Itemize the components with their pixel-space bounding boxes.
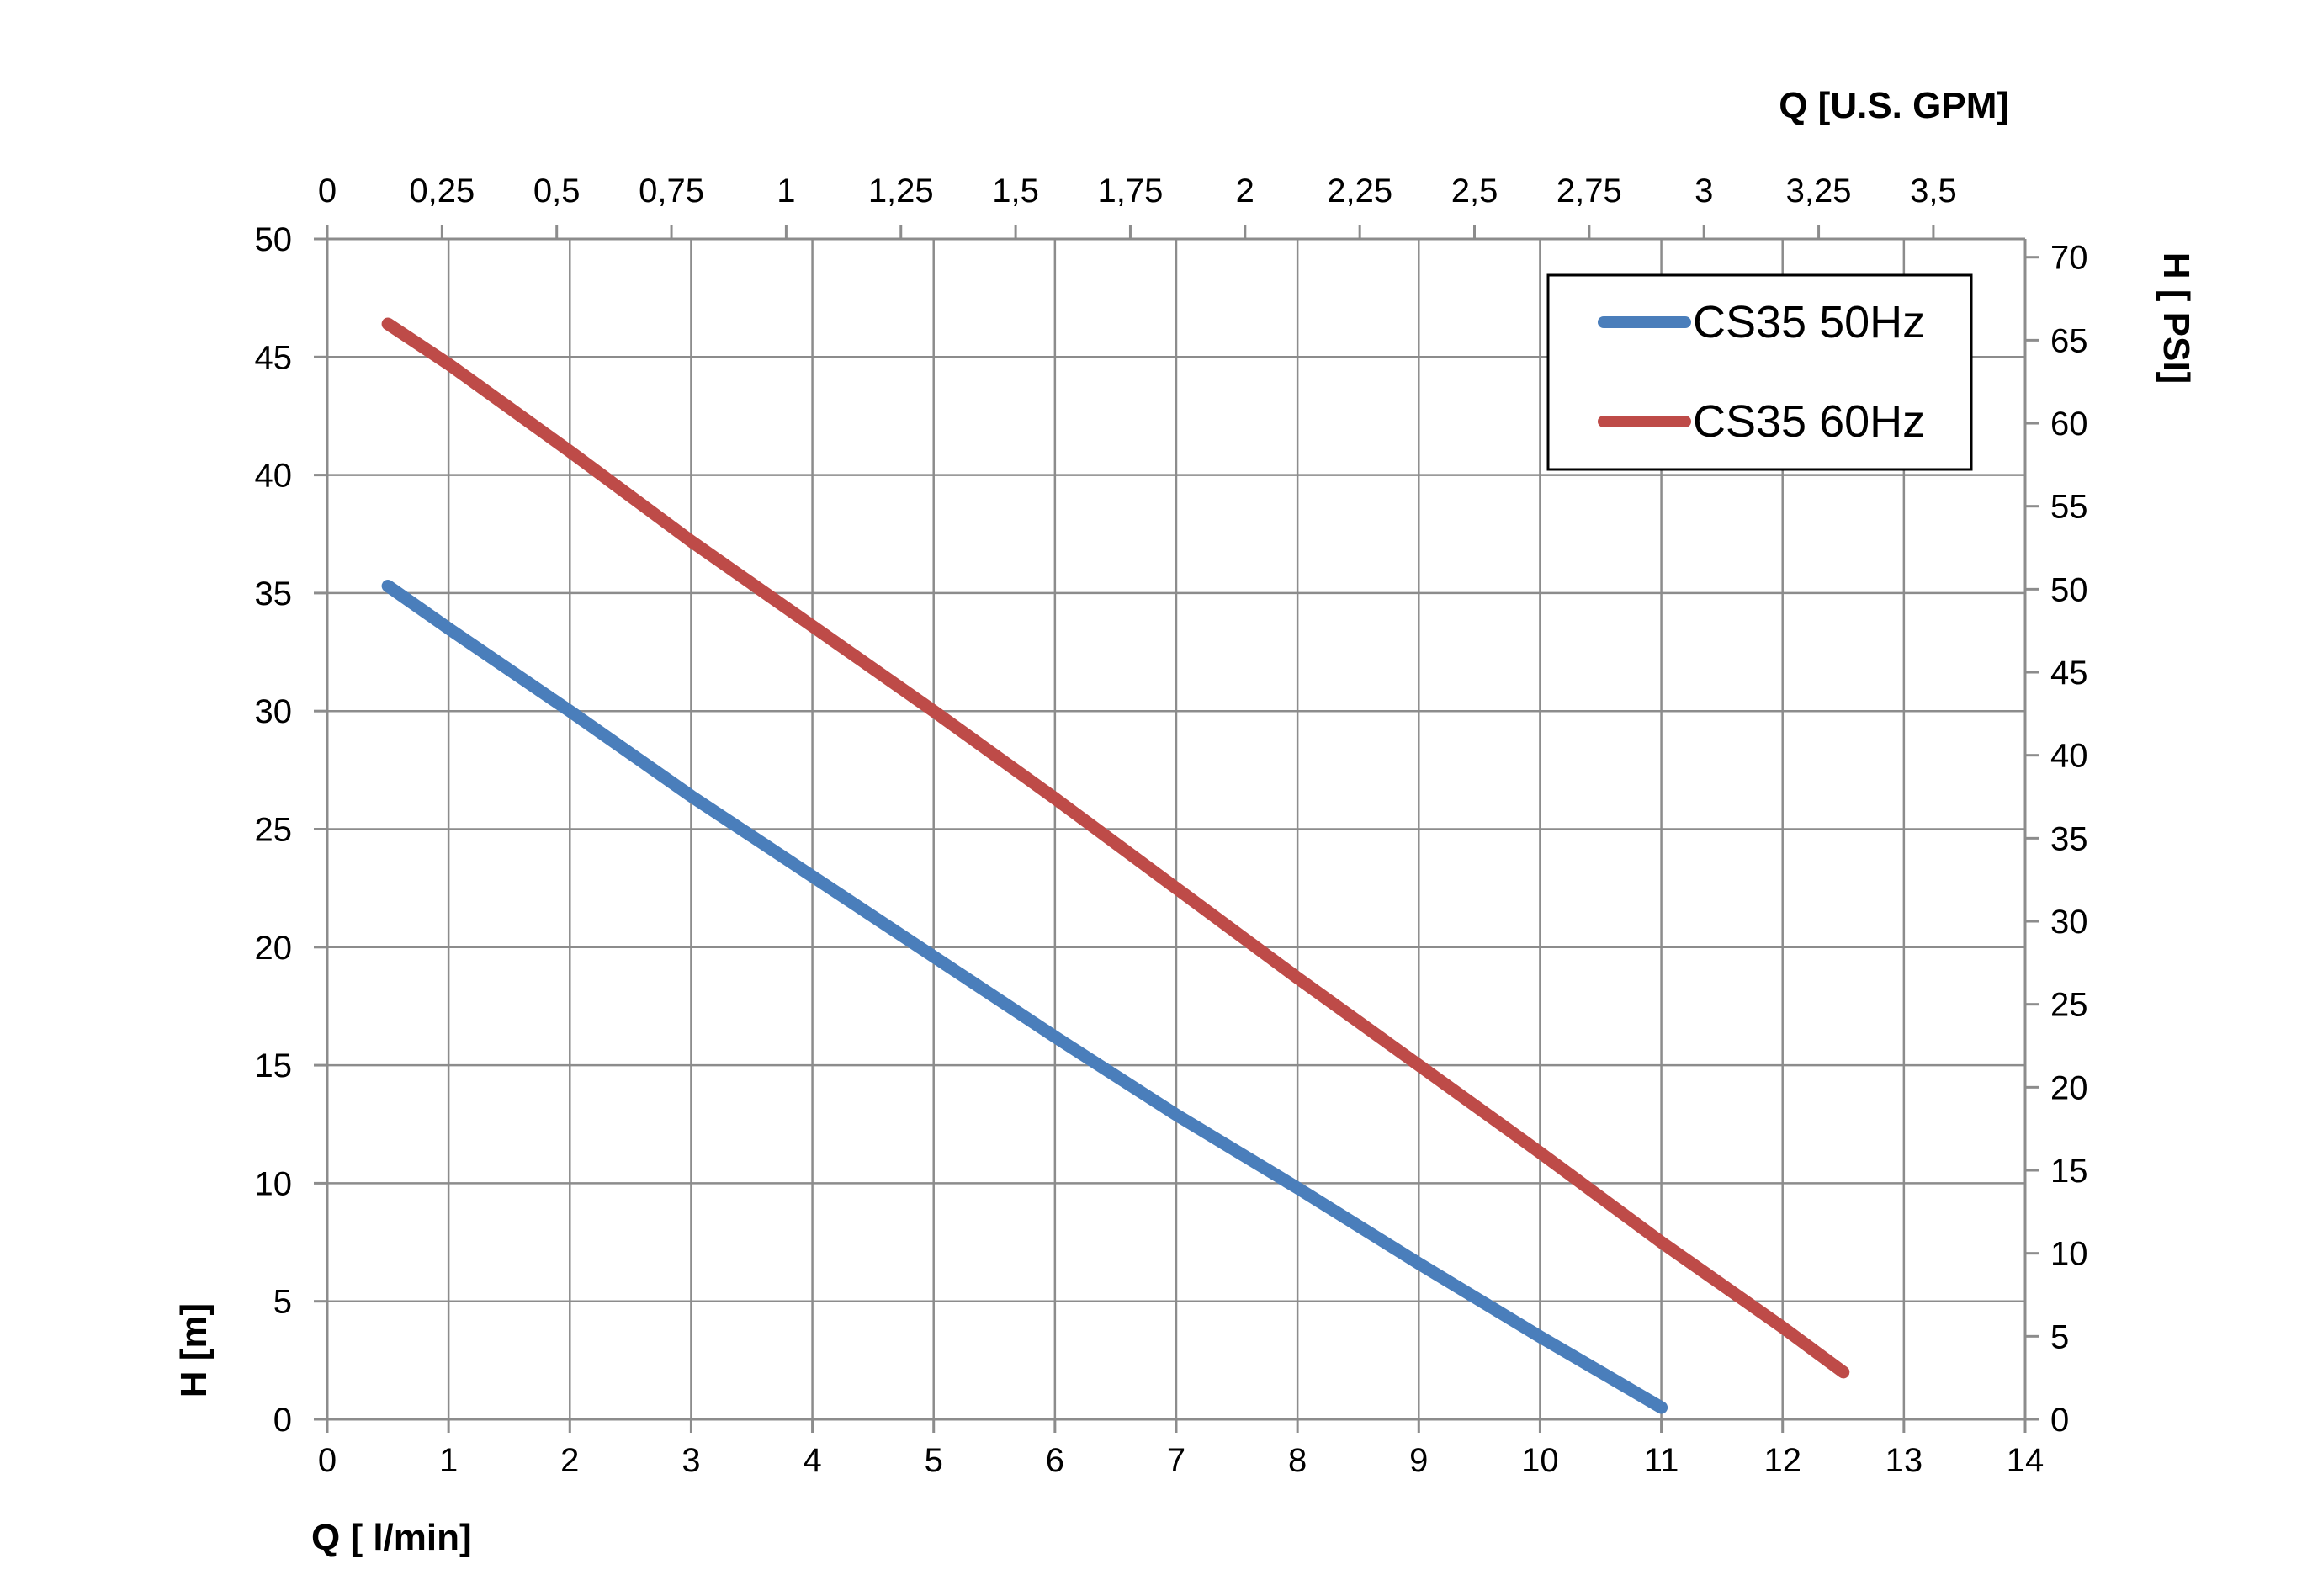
x-tick-label: 9 (1409, 1442, 1428, 1479)
x2-tick-label: 0 (318, 172, 337, 209)
legend: CS35 50Hz CS35 60Hz (1546, 273, 1973, 471)
x2-tick-label: 1,75 (1098, 172, 1164, 209)
x-tick-label: 6 (1046, 1442, 1064, 1479)
y-tick-label: 5 (273, 1284, 292, 1321)
y-tick-label: 50 (255, 221, 293, 258)
y-tick-label: 20 (255, 930, 293, 967)
y2-tick-label: 35 (2050, 820, 2088, 857)
x-tick-label: 7 (1167, 1442, 1185, 1479)
y-tick-label: 0 (273, 1402, 292, 1439)
x2-tick-label: 1,25 (868, 172, 934, 209)
y2-tick-label: 50 (2050, 571, 2088, 608)
legend-label-60hz: CS35 60Hz (1693, 396, 1925, 447)
y2-tick-label: 15 (2050, 1153, 2088, 1190)
x2-tick-label: 0,5 (533, 172, 581, 209)
x2-tick-label: 2,75 (1557, 172, 1622, 209)
y-tick-label: 25 (255, 812, 293, 849)
x2-tick-label: 1,5 (992, 172, 1039, 209)
legend-label-50hz: CS35 50Hz (1693, 297, 1925, 347)
y-tick-label: 10 (255, 1165, 293, 1202)
x2-axis-title: Q [U.S. GPM] (1779, 85, 2009, 126)
x2-tick-label: 0,25 (409, 172, 475, 209)
x-tick-label: 8 (1288, 1442, 1307, 1479)
y2-tick-label: 0 (2050, 1402, 2069, 1439)
x-tick-label: 10 (1521, 1442, 1559, 1479)
x2-tick-label: 2,5 (1451, 172, 1498, 209)
y2-tick-label: 25 (2050, 987, 2088, 1024)
x2-tick-label: 3 (1695, 172, 1713, 209)
y-axis-title: H [m] (173, 1303, 215, 1397)
x2-tick-label: 2 (1236, 172, 1254, 209)
ticks: 0 1 2 3 4 5 6 7 8 9 10 11 12 13 1405101520253035404550… (255, 172, 2088, 1479)
x-tick-label: 3 (682, 1442, 700, 1479)
y-tick-label: 30 (255, 693, 293, 730)
y2-tick-label: 55 (2050, 489, 2088, 526)
x-axis-title: Q [ l/min] (311, 1517, 472, 1558)
y-tick-label: 35 (255, 575, 293, 612)
x-tick-label: 2 (560, 1442, 579, 1479)
y2-tick-label: 65 (2050, 322, 2088, 359)
x-tick-label: 11 (1644, 1442, 1679, 1479)
y-tick-label: 15 (255, 1047, 293, 1084)
y-tick-label: 45 (255, 339, 293, 376)
x-tick-label: 5 (925, 1442, 943, 1479)
y2-tick-label: 70 (2050, 240, 2088, 277)
x-tick-label: 0 (318, 1442, 337, 1479)
y2-tick-label: 5 (2050, 1318, 2069, 1355)
x2-tick-label: 1 (777, 172, 795, 209)
x2-tick-label: 3,25 (1786, 172, 1852, 209)
y2-tick-label: 45 (2050, 655, 2088, 692)
legend-box (1546, 273, 1973, 471)
series-line-cs35-50hz (381, 580, 1668, 1414)
y-tick-label: 40 (255, 458, 293, 495)
x2-tick-label: 0,75 (639, 172, 704, 209)
y2-tick-label: 40 (2050, 738, 2088, 775)
x-tick-label: 1 (439, 1442, 458, 1479)
y2-tick-label: 10 (2050, 1236, 2088, 1273)
x-tick-label: 12 (1763, 1442, 1801, 1479)
x-tick-label: 4 (803, 1442, 821, 1479)
x2-tick-label: 2,25 (1327, 172, 1392, 209)
y2-tick-label: 60 (2050, 406, 2088, 443)
y2-tick-label: 20 (2050, 1069, 2088, 1106)
x2-tick-label: 3,5 (1910, 172, 1957, 209)
series-line-cs35-60hz (381, 317, 1850, 1379)
y2-axis-title: H [ PSI] (2156, 252, 2197, 384)
series-lines (381, 317, 1850, 1414)
y2-tick-label: 30 (2050, 904, 2088, 941)
x-tick-label: 13 (1885, 1442, 1923, 1479)
x-tick-label: 14 (2007, 1442, 2045, 1479)
